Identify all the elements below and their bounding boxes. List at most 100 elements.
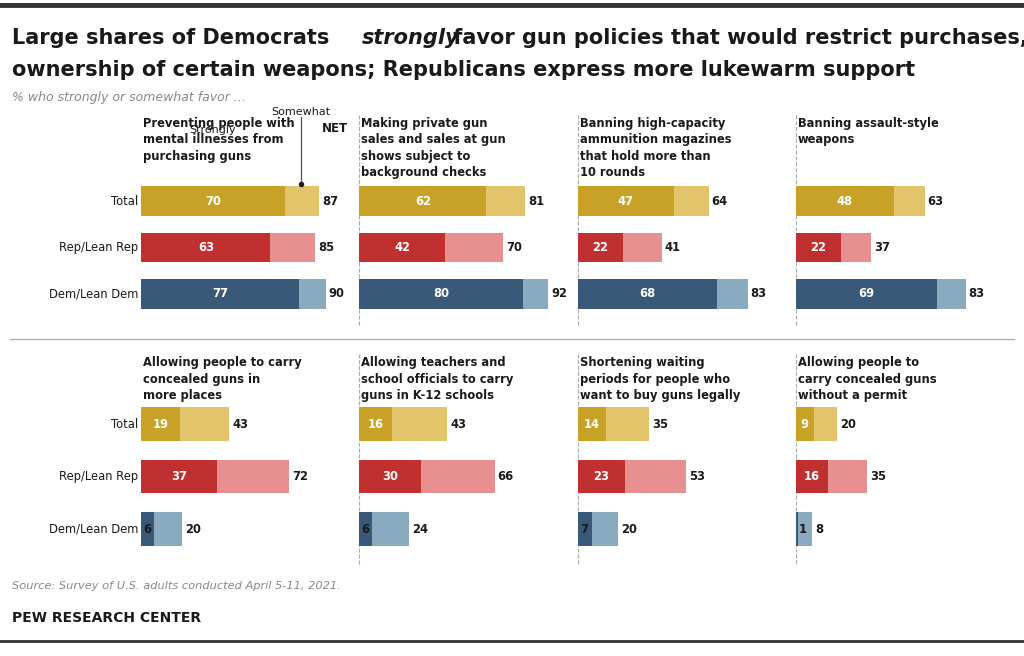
Bar [578, 460, 625, 493]
Bar [180, 407, 229, 441]
Text: 16: 16 [368, 418, 384, 431]
Bar [359, 233, 445, 262]
Text: Allowing people to
carry concealed guns
without a permit: Allowing people to carry concealed guns … [798, 356, 936, 402]
Bar [623, 233, 662, 262]
Text: 14: 14 [584, 418, 600, 431]
Text: 62: 62 [415, 195, 431, 208]
Text: 24: 24 [412, 523, 428, 536]
Text: 63: 63 [928, 195, 944, 208]
Bar [141, 460, 217, 493]
Bar [796, 512, 798, 546]
Text: 43: 43 [232, 418, 249, 431]
Bar [798, 512, 812, 546]
Bar [828, 460, 867, 493]
Text: 70: 70 [205, 195, 221, 208]
Text: Allowing people to carry
concealed guns in
more places: Allowing people to carry concealed guns … [143, 356, 302, 402]
Bar [141, 279, 299, 309]
Bar [141, 186, 285, 216]
Bar [606, 407, 649, 441]
Text: 47: 47 [617, 195, 634, 208]
Text: 37: 37 [171, 470, 187, 483]
Text: 77: 77 [212, 287, 228, 300]
Text: 9: 9 [801, 418, 809, 431]
Text: 6: 6 [143, 523, 152, 536]
Text: Source: Survey of U.S. adults conducted April 5-11, 2021.: Source: Survey of U.S. adults conducted … [12, 581, 341, 590]
Bar [141, 233, 270, 262]
Text: 43: 43 [451, 418, 467, 431]
Text: Rep/Lean Rep: Rep/Lean Rep [59, 241, 138, 254]
Text: Allowing teachers and
school officials to carry
guns in K-12 schools: Allowing teachers and school officials t… [361, 356, 514, 402]
Bar [894, 186, 925, 216]
Text: % who strongly or somewhat favor ...: % who strongly or somewhat favor ... [12, 91, 246, 104]
Bar [841, 233, 871, 262]
Text: 22: 22 [810, 241, 826, 254]
Text: favor gun policies that would restrict purchases,: favor gun policies that would restrict p… [446, 28, 1024, 47]
Text: NET: NET [322, 122, 348, 135]
Text: 37: 37 [874, 241, 891, 254]
Bar [578, 233, 623, 262]
Text: Total: Total [112, 195, 138, 208]
Text: Dem/Lean Dem: Dem/Lean Dem [49, 523, 138, 536]
Text: Preventing people with
mental illnesses from
purchasing guns: Preventing people with mental illnesses … [143, 117, 295, 163]
Bar [372, 512, 409, 546]
Text: Large shares of Democrats: Large shares of Democrats [12, 28, 337, 47]
Text: 30: 30 [382, 470, 398, 483]
Text: 53: 53 [689, 470, 706, 483]
Text: 83: 83 [751, 287, 767, 300]
Text: 92: 92 [551, 287, 567, 300]
Text: 8: 8 [815, 523, 823, 536]
Text: 72: 72 [292, 470, 308, 483]
Bar [486, 186, 525, 216]
Bar [814, 407, 837, 441]
Text: 48: 48 [837, 195, 853, 208]
Text: 63: 63 [198, 241, 214, 254]
Text: 20: 20 [622, 523, 638, 536]
Bar [523, 279, 548, 309]
Bar [796, 186, 894, 216]
Text: PEW RESEARCH CENTER: PEW RESEARCH CENTER [12, 611, 202, 625]
Text: 81: 81 [528, 195, 545, 208]
Text: 1: 1 [799, 523, 807, 536]
Bar [141, 512, 154, 546]
Text: 85: 85 [318, 241, 335, 254]
Bar [796, 233, 841, 262]
Text: 20: 20 [185, 523, 202, 536]
Bar [674, 186, 709, 216]
Bar [359, 512, 372, 546]
Bar [796, 279, 937, 309]
Bar [217, 460, 289, 493]
Text: Somewhat: Somewhat [271, 107, 331, 117]
Bar [796, 460, 828, 493]
Text: 42: 42 [394, 241, 411, 254]
Text: 69: 69 [858, 287, 874, 300]
Bar [141, 407, 180, 441]
Bar [796, 407, 814, 441]
Text: 35: 35 [652, 418, 669, 431]
Text: 66: 66 [498, 470, 514, 483]
Bar [578, 407, 606, 441]
Text: Strongly: Strongly [189, 125, 237, 135]
Bar [937, 279, 966, 309]
Text: Shortening waiting
periods for people who
want to buy guns legally: Shortening waiting periods for people wh… [580, 356, 740, 402]
Bar [592, 512, 618, 546]
Text: 87: 87 [323, 195, 339, 208]
Bar [445, 233, 503, 262]
Text: 41: 41 [665, 241, 681, 254]
Text: 83: 83 [969, 287, 985, 300]
Text: 80: 80 [433, 287, 450, 300]
Text: 19: 19 [153, 418, 169, 431]
Text: 70: 70 [506, 241, 522, 254]
Bar [359, 279, 523, 309]
Bar [625, 460, 686, 493]
Text: 90: 90 [329, 287, 345, 300]
Bar [285, 186, 319, 216]
Text: 64: 64 [712, 195, 728, 208]
Text: 23: 23 [593, 470, 609, 483]
Text: 68: 68 [639, 287, 655, 300]
Text: ownership of certain weapons; Republicans express more lukewarm support: ownership of certain weapons; Republican… [12, 60, 915, 80]
Text: Making private gun
sales and sales at gun
shows subject to
background checks: Making private gun sales and sales at gu… [361, 117, 506, 179]
Text: Dem/Lean Dem: Dem/Lean Dem [49, 287, 138, 300]
Bar [717, 279, 748, 309]
Text: 20: 20 [840, 418, 856, 431]
Text: 22: 22 [592, 241, 608, 254]
